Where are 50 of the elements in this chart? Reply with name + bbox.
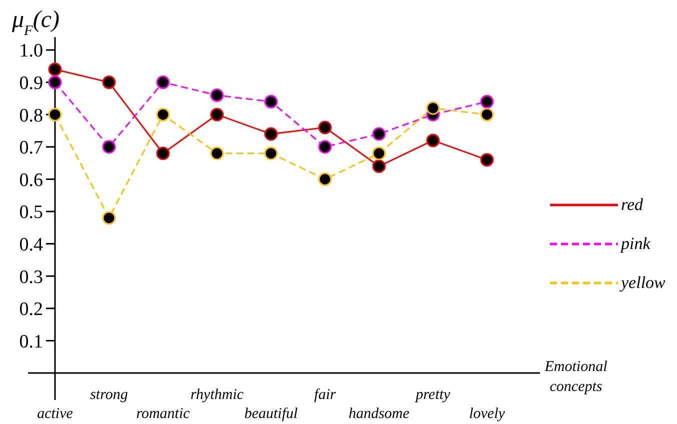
- point: [318, 172, 332, 186]
- x-tick-label: fair: [314, 387, 336, 403]
- point: [48, 108, 62, 122]
- y-tick-label: 0.9: [19, 72, 43, 94]
- y-tick-label: 0.3: [19, 266, 43, 288]
- point: [318, 120, 332, 134]
- point: [426, 134, 440, 148]
- point: [210, 108, 224, 122]
- point: [372, 146, 386, 160]
- point: [210, 88, 224, 102]
- point: [372, 160, 386, 174]
- x-tick-label: strong: [90, 387, 128, 403]
- legend-label: pink: [620, 234, 651, 253]
- point: [480, 94, 494, 108]
- y-tick-label: 0.8: [19, 105, 43, 126]
- x-axis-title: Emotional concepts: [544, 359, 608, 395]
- point: [156, 108, 170, 122]
- point: [48, 62, 62, 76]
- y-tick-label: 0.2: [19, 299, 43, 320]
- point: [372, 127, 386, 141]
- point: [102, 211, 116, 225]
- point: [264, 94, 278, 108]
- y-tick-label: 0.6: [19, 170, 43, 191]
- x-tick-label: handsome: [348, 406, 410, 422]
- y-tick-label: 0.4: [19, 234, 44, 256]
- point: [480, 153, 494, 167]
- point: [102, 140, 116, 154]
- point: [264, 127, 278, 141]
- y-tick-label: 1.0: [19, 40, 43, 62]
- point: [156, 76, 170, 90]
- x-tick-label: rhythmic: [190, 387, 244, 403]
- x-tick-label: active: [37, 406, 74, 422]
- point: [156, 146, 170, 160]
- point: [210, 146, 224, 160]
- x-tick-label: romantic: [136, 406, 190, 422]
- x-tick-label: pretty: [414, 387, 451, 403]
- legend-label: red: [621, 195, 644, 214]
- y-tick-label: 0.5: [19, 202, 43, 224]
- x-tick-label: lovely: [469, 406, 506, 422]
- point: [102, 76, 116, 90]
- x-tick-label: beautiful: [244, 406, 298, 422]
- y-tick-label: 0.7: [19, 138, 43, 159]
- y-tick-label: 0.1: [19, 331, 43, 352]
- point: [318, 140, 332, 154]
- point: [426, 101, 440, 115]
- y-axis-title: μ$_{F}$(c): [11, 7, 60, 39]
- legend-label: yellow: [619, 273, 666, 292]
- point: [480, 108, 494, 122]
- point: [264, 146, 278, 160]
- point: [48, 76, 62, 90]
